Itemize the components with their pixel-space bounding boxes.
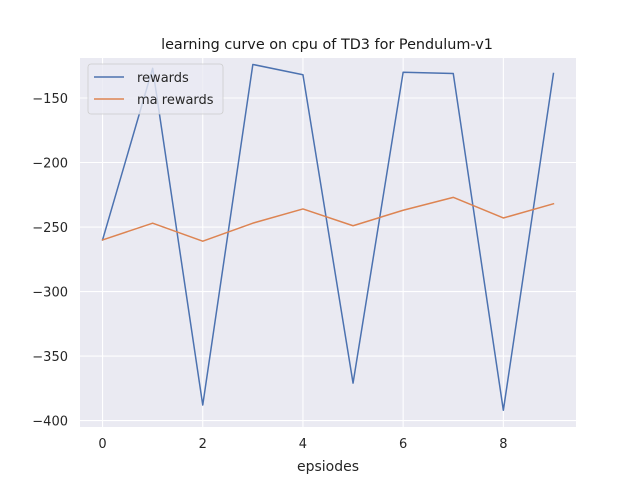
x-axis-label: epsiodes (297, 459, 359, 475)
plot-area (80, 58, 576, 427)
series-line-ma-rewards (101, 196, 555, 242)
series-lines (101, 63, 555, 411)
y-tick-label: −350 (32, 350, 68, 365)
x-tick-label: 0 (98, 437, 106, 452)
chart-title: learning curve on cpu of TD3 for Pendulu… (161, 37, 493, 53)
tick-labels: 0 2 4 6 8 −400 −350 −300 −250 −200 −150 (32, 92, 507, 452)
y-tick-label: −300 (32, 286, 68, 301)
y-tick-label: −250 (32, 221, 68, 236)
x-tick-label: 2 (199, 437, 207, 452)
x-tick-label: 6 (399, 437, 407, 452)
y-tick-label: −150 (32, 92, 68, 107)
legend: rewards ma rewards (87, 63, 224, 115)
legend-label: rewards (137, 71, 189, 86)
y-tick-label: −200 (32, 157, 68, 172)
legend-label: ma rewards (137, 93, 214, 108)
x-tick-label: 8 (499, 437, 507, 452)
y-tick-label: −400 (32, 415, 68, 430)
x-tick-label: 4 (299, 437, 307, 452)
series-line-rewards (101, 63, 555, 411)
